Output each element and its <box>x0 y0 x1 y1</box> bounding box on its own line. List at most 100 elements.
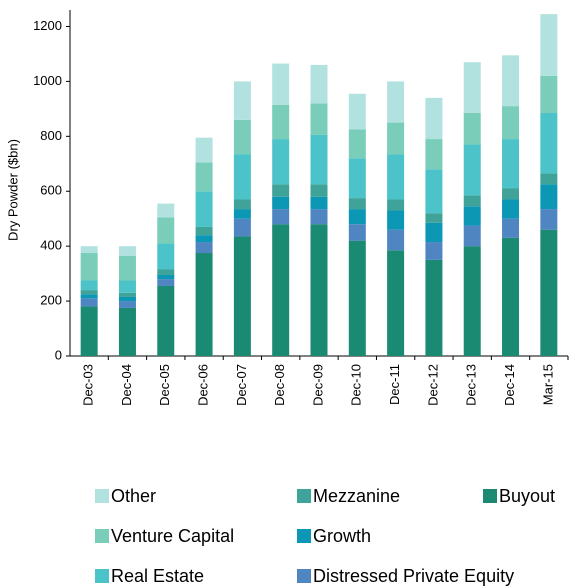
bar-segment <box>233 81 251 120</box>
bar-segment <box>272 184 290 197</box>
bar-segment <box>502 55 520 107</box>
bar-segment <box>387 229 405 251</box>
bar-segment <box>463 246 481 356</box>
bar-segment <box>540 173 558 185</box>
bar-segment <box>425 169 443 214</box>
bar-segment <box>310 209 328 225</box>
bar-segment <box>463 62 481 113</box>
legend-label: Distressed Private Equity <box>313 566 514 586</box>
bar-segment <box>310 224 328 356</box>
bar-segment <box>118 246 136 256</box>
legend-label: Venture Capital <box>111 526 234 546</box>
bar-segment <box>348 158 366 199</box>
bar-segment <box>157 285 175 356</box>
bar-segment <box>502 139 520 189</box>
y-tick-label: 1200 <box>33 18 62 33</box>
bar-segment <box>157 269 175 275</box>
legend-label: Mezzanine <box>313 486 400 506</box>
bar-segment <box>540 14 558 76</box>
bar-segment <box>118 280 136 293</box>
bar-segment <box>387 154 405 200</box>
bar-segment <box>540 184 558 210</box>
bar-segment <box>195 226 213 236</box>
bar-segment <box>195 253 213 356</box>
bar-segment <box>310 64 328 104</box>
bar-segment <box>195 162 213 192</box>
bar-segment <box>80 298 98 307</box>
x-tick-label: Dec-04 <box>119 364 134 406</box>
legend-swatch <box>297 489 311 503</box>
bar-segment <box>118 292 136 297</box>
bar-segment <box>233 218 251 237</box>
bar-segment <box>425 259 443 356</box>
legend-swatch <box>95 529 109 543</box>
legend-swatch <box>95 489 109 503</box>
y-tick-label: 0 <box>55 347 62 362</box>
bar-segment <box>348 198 366 210</box>
bar-segment <box>310 196 328 210</box>
x-tick-label: Dec-03 <box>81 364 96 406</box>
bar-segment <box>502 199 520 219</box>
bar-segment <box>463 225 481 247</box>
bar-segment <box>195 137 213 163</box>
bar-segment <box>502 218 520 238</box>
legend-swatch <box>95 569 109 583</box>
x-tick-label: Dec-06 <box>196 364 211 406</box>
x-tick-label: Dec-05 <box>157 364 172 406</box>
bar-segment <box>310 184 328 197</box>
bar-segment <box>272 139 290 185</box>
x-tick-label: Dec-07 <box>234 364 249 406</box>
bar-segment <box>348 224 366 241</box>
bar-segment <box>425 222 443 243</box>
bar-segment <box>118 255 136 281</box>
x-tick-label: Dec-11 <box>387 364 402 405</box>
bar-segment <box>157 279 175 286</box>
x-tick-label: Mar-15 <box>540 364 555 405</box>
bar-segment <box>387 122 405 155</box>
legend-label: Growth <box>313 526 371 546</box>
bar-segment <box>387 210 405 230</box>
bar-segment <box>118 307 136 356</box>
bar-segment <box>540 229 558 356</box>
bar-segment <box>272 224 290 356</box>
bar-segment <box>272 209 290 225</box>
bar-segment <box>387 250 405 356</box>
bar-segment <box>80 246 98 254</box>
legend-label: Real Estate <box>111 566 204 586</box>
bar-segment <box>387 81 405 123</box>
bar-segment <box>272 104 290 140</box>
bar-segment <box>118 301 136 308</box>
bar-segment <box>348 129 366 159</box>
bar-segment <box>80 253 98 281</box>
bar-segment <box>387 199 405 211</box>
bar-segment <box>348 93 366 130</box>
bar-segment <box>540 112 558 174</box>
bar-segment <box>463 195 481 207</box>
bar-segment <box>233 236 251 356</box>
bar-segment <box>425 242 443 260</box>
x-tick-label: Dec-12 <box>425 364 440 406</box>
bar-segment <box>157 243 175 270</box>
y-axis-label: Dry Powder ($bn) <box>5 139 20 241</box>
bar-segment <box>233 154 251 200</box>
bar-segment <box>502 237 520 356</box>
x-tick-label: Dec-10 <box>349 364 364 406</box>
bar-segment <box>463 206 481 226</box>
bar-segment <box>233 119 251 155</box>
bar-segment <box>425 213 443 223</box>
x-tick-label: Dec-13 <box>464 364 479 406</box>
bar-segment <box>80 280 98 291</box>
bar-segment <box>310 103 328 135</box>
x-tick-label: Dec-08 <box>272 364 287 406</box>
bar-segment <box>348 209 366 225</box>
bar-segment <box>540 75 558 113</box>
bar-segment <box>502 106 520 140</box>
bar-segment <box>425 97 443 140</box>
x-tick-label: Dec-09 <box>310 364 325 406</box>
legend-label: Other <box>111 486 156 506</box>
bar-segment <box>463 144 481 196</box>
bar-segment <box>157 274 175 280</box>
bar-segment <box>310 134 328 185</box>
bar-segment <box>80 306 98 356</box>
